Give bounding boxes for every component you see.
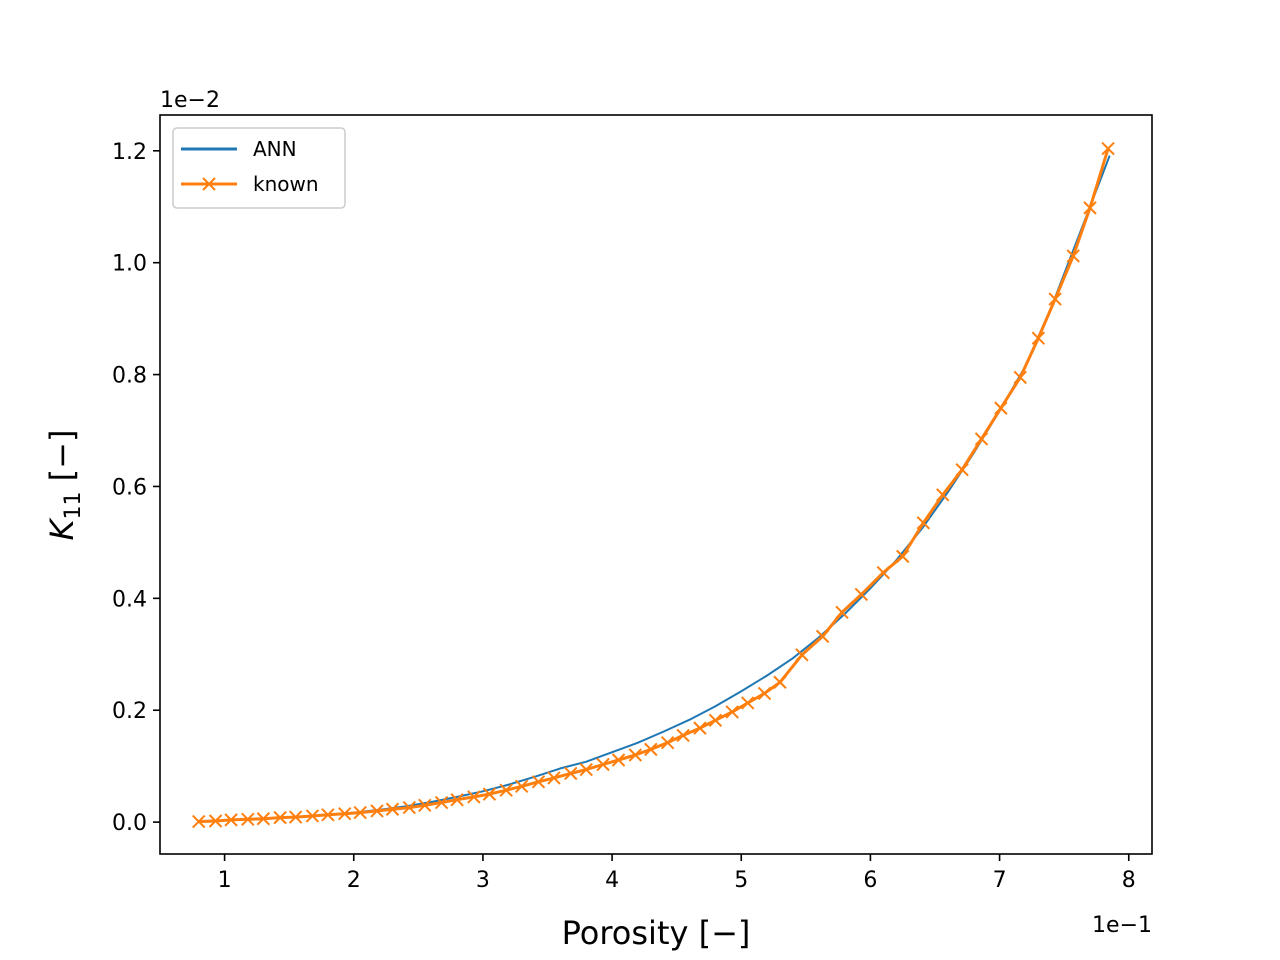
y-tick-label: 0.6 (112, 475, 147, 500)
y-offset-label: 1e−2 (160, 88, 220, 113)
data-point-known (224, 813, 238, 827)
x-tick-label: 3 (476, 868, 490, 893)
y-axis-title-main: K (43, 516, 81, 540)
data-point-known (1013, 370, 1027, 385)
y-tick-label: 0.4 (112, 587, 147, 612)
x-axis-title: Porosity [−] (562, 914, 751, 952)
data-point-known (896, 549, 910, 564)
y-tick-label: 0.2 (112, 699, 147, 724)
data-point-known (936, 488, 950, 502)
data-point-known (418, 798, 432, 813)
data-point-known (596, 757, 610, 772)
y-axis-title-suffix: [−] (43, 430, 81, 492)
data-point-known (531, 775, 546, 789)
data-point-known (256, 812, 271, 826)
data-point-known (434, 795, 449, 810)
data-point-known (192, 814, 206, 829)
data-point-known (385, 802, 400, 816)
x-offset-label: 1e−1 (1092, 913, 1152, 938)
data-point-known (994, 401, 1008, 415)
data-point-known (693, 721, 707, 735)
data-point-known (955, 462, 969, 477)
data-point-known (1048, 292, 1062, 306)
data-point-known (708, 713, 723, 728)
y-tick-label: 0.0 (112, 811, 147, 836)
data-point-known (741, 696, 755, 710)
data-point-known (644, 742, 658, 757)
data-point-known (835, 605, 849, 620)
data-point-known (854, 587, 869, 602)
data-point-known (321, 808, 335, 822)
data-point-known (579, 762, 593, 777)
data-point-known (628, 748, 643, 762)
data-point-known (499, 783, 513, 797)
y-axis-title-subscript: 11 (61, 491, 86, 519)
data-point-known (725, 705, 739, 719)
axes-frame (159, 114, 1153, 855)
data-point-known (547, 771, 561, 785)
legend-marker-known (202, 177, 216, 191)
data-point-known (757, 686, 772, 701)
data-point-known (1101, 141, 1115, 156)
data-point-known (305, 809, 320, 823)
data-point-known (876, 565, 891, 580)
data-point-known (338, 807, 352, 821)
y-tick-label: 1.2 (112, 140, 147, 165)
y-tick-label: 0.8 (112, 364, 147, 389)
y-axis-title: K11 [−] (43, 430, 86, 541)
series-layer (192, 141, 1115, 829)
data-point-known (795, 648, 809, 662)
data-point-known (611, 753, 626, 767)
y-axis: 0.0 0.2 0.4 0.6 0.8 1.0 1.2 (112, 140, 160, 836)
legend-label-known: known (253, 172, 319, 196)
data-point-known (402, 800, 416, 815)
legend-x-marker (202, 177, 216, 191)
data-point-known (974, 432, 989, 446)
x-tick-label: 4 (605, 868, 619, 893)
x-tick-label: 6 (863, 868, 877, 893)
data-point-known (514, 779, 529, 794)
legend: ANN known (172, 127, 346, 209)
x-tick-label: 2 (347, 868, 361, 893)
data-point-known (353, 805, 367, 820)
data-point-known (564, 766, 578, 781)
data-point-known (815, 629, 830, 644)
data-point-known (916, 516, 931, 530)
data-point-known (241, 812, 255, 827)
data-point-known (288, 810, 303, 824)
data-point-known (1083, 201, 1097, 215)
x-tick-label: 7 (993, 868, 1007, 893)
x-axis: 1 2 3 4 5 6 7 8 (218, 854, 1136, 893)
x-tick-label: 1 (218, 868, 232, 893)
data-point-known (482, 787, 497, 801)
data-point-known (1031, 331, 1046, 345)
data-point-known (208, 814, 223, 828)
data-point-known (1066, 249, 1080, 263)
data-point-known (676, 728, 690, 743)
data-point-known (467, 790, 481, 804)
data-point-known (450, 793, 464, 807)
data-point-known (660, 735, 675, 750)
legend-label-ann: ANN (253, 137, 297, 161)
data-point-known (773, 675, 787, 689)
x-tick-label: 8 (1122, 868, 1136, 893)
data-point-known (273, 810, 287, 825)
y-tick-label: 1.0 (112, 252, 147, 277)
x-tick-label: 5 (734, 868, 748, 893)
data-point-known (370, 804, 384, 818)
